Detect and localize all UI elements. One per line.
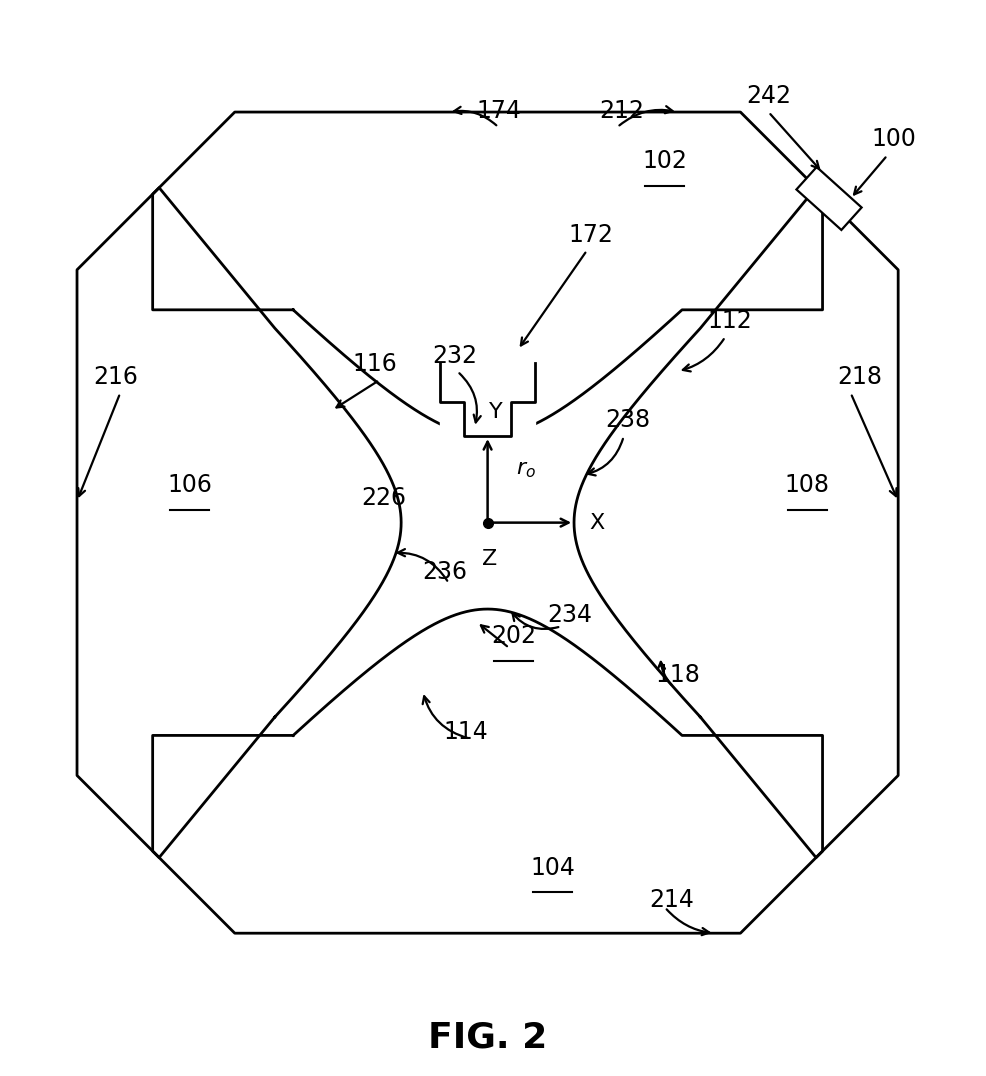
Text: 112: 112 [707, 309, 752, 332]
Text: 212: 212 [599, 99, 644, 124]
Text: $r_o$: $r_o$ [516, 459, 535, 480]
Text: 226: 226 [362, 486, 406, 510]
Text: 174: 174 [476, 99, 521, 124]
Text: 232: 232 [433, 343, 477, 367]
Text: 106: 106 [167, 473, 212, 497]
Polygon shape [153, 609, 822, 933]
Text: 202: 202 [491, 624, 536, 648]
Text: 214: 214 [649, 888, 694, 911]
Text: 242: 242 [746, 84, 791, 109]
Text: FIG. 2: FIG. 2 [428, 1020, 547, 1053]
Text: 236: 236 [422, 560, 467, 583]
Text: 238: 238 [605, 408, 651, 433]
Text: 234: 234 [547, 603, 593, 626]
Text: 116: 116 [353, 352, 397, 376]
Text: 108: 108 [785, 473, 830, 497]
Polygon shape [77, 188, 401, 858]
Text: 216: 216 [94, 365, 138, 388]
Bar [797, 168, 862, 230]
Polygon shape [153, 113, 822, 437]
Text: 102: 102 [642, 148, 687, 173]
Text: 104: 104 [530, 855, 575, 879]
Text: 218: 218 [837, 365, 881, 388]
Polygon shape [574, 188, 898, 858]
Polygon shape [440, 358, 535, 441]
Text: 100: 100 [872, 127, 916, 152]
Text: Y: Y [489, 401, 503, 422]
Text: 118: 118 [656, 663, 700, 688]
Text: 172: 172 [569, 223, 613, 246]
Text: X: X [590, 513, 604, 533]
Text: 114: 114 [444, 719, 488, 744]
Text: Z: Z [482, 549, 497, 569]
